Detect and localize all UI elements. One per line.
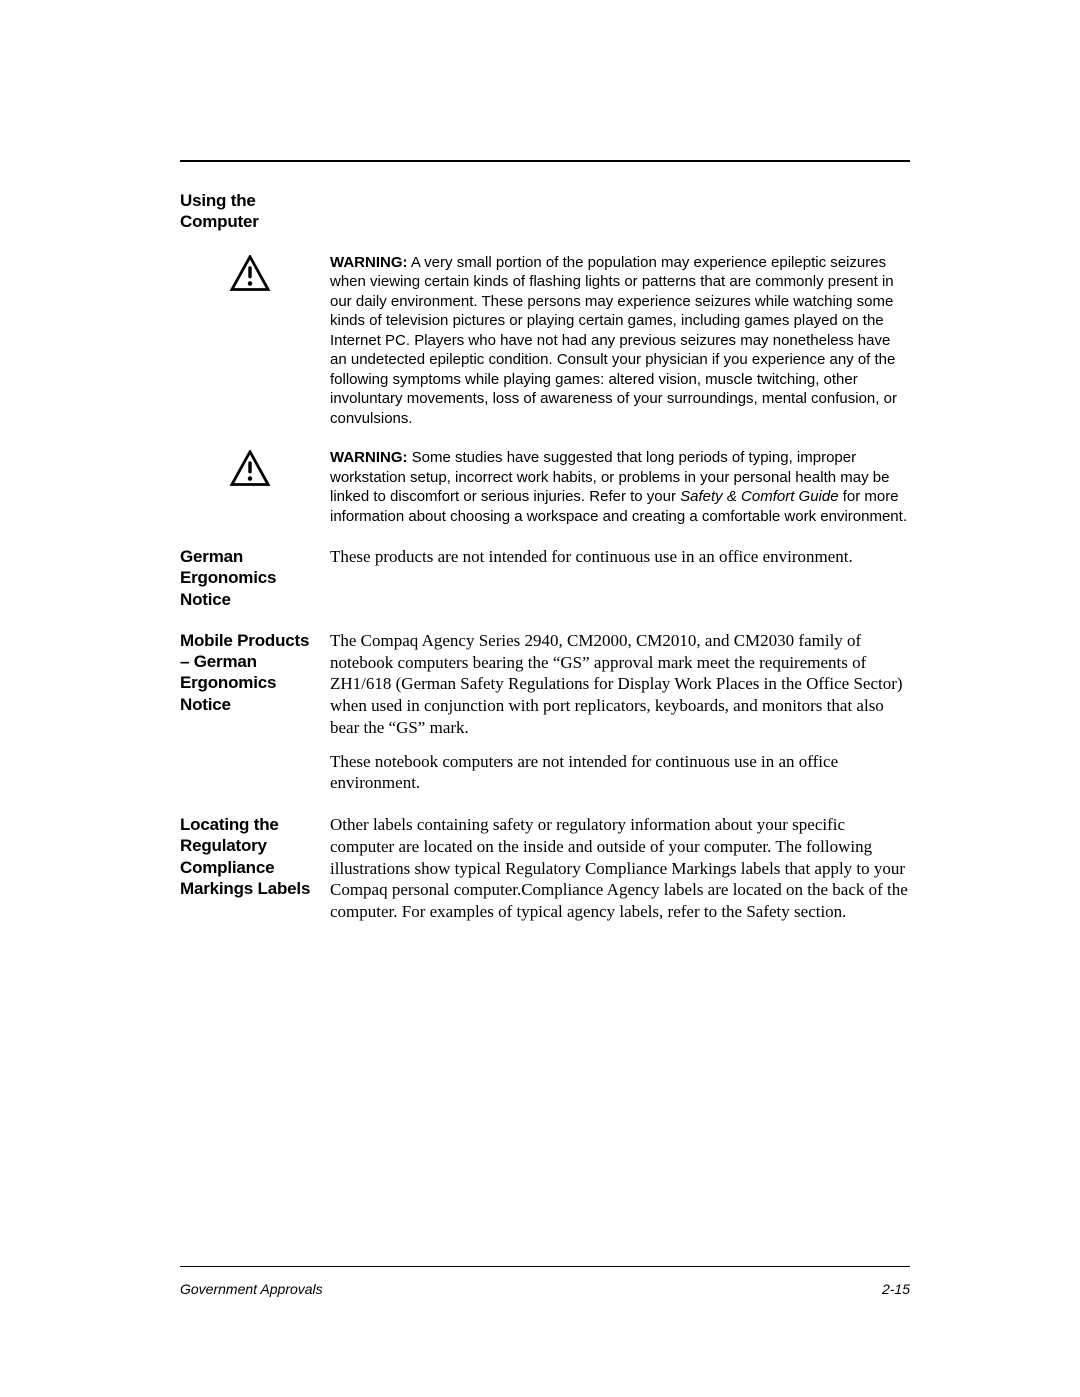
section-using-the-computer: Using the Computer bbox=[180, 190, 910, 233]
warning-label: WARNING: bbox=[330, 254, 408, 271]
warning-label: WARNING: bbox=[330, 449, 408, 466]
section-mobile-german-ergonomics: Mobile Products – German Ergonomics Noti… bbox=[180, 630, 910, 794]
page-footer: Government Approvals 2-15 bbox=[180, 1281, 910, 1297]
warning-block-2: WARNING: Some studies have suggested tha… bbox=[180, 448, 910, 526]
section-german-ergonomics: German Ergonomics Notice These products … bbox=[180, 546, 910, 610]
footer-right: 2-15 bbox=[882, 1281, 910, 1297]
warning-text-2: WARNING: Some studies have suggested tha… bbox=[330, 448, 910, 526]
section-heading-mobile-german: Mobile Products – German Ergonomics Noti… bbox=[180, 630, 320, 715]
footer-left: Government Approvals bbox=[180, 1281, 323, 1297]
warning-text-1: WARNING: A very small portion of the pop… bbox=[330, 253, 910, 429]
body-text-mobile-2: These notebook computers are not intende… bbox=[330, 751, 910, 795]
section-heading-using: Using the Computer bbox=[180, 190, 320, 233]
document-page: Using the Computer WARNING: A very small… bbox=[0, 0, 1080, 1397]
section-heading-locating: Locating the Regulatory Compliance Marki… bbox=[180, 814, 320, 899]
warning-block-1: WARNING: A very small portion of the pop… bbox=[180, 253, 910, 429]
footer-horizontal-rule bbox=[180, 1266, 910, 1267]
top-horizontal-rule bbox=[180, 160, 910, 162]
body-text-locating: Other labels containing safety or regula… bbox=[330, 814, 910, 923]
warning-triangle-icon bbox=[229, 255, 271, 293]
heading-line: Using the bbox=[180, 191, 256, 210]
section-heading-german: German Ergonomics Notice bbox=[180, 546, 320, 610]
warning-body: A very small portion of the population m… bbox=[330, 254, 897, 427]
heading-line: Computer bbox=[180, 212, 259, 231]
warning-body-italic: Safety & Comfort Guide bbox=[680, 488, 838, 505]
body-text-german: These products are not intended for cont… bbox=[330, 546, 910, 568]
section-locating-labels: Locating the Regulatory Compliance Marki… bbox=[180, 814, 910, 923]
warning-triangle-icon bbox=[229, 450, 271, 488]
body-text-mobile-1: The Compaq Agency Series 2940, CM2000, C… bbox=[330, 630, 910, 739]
